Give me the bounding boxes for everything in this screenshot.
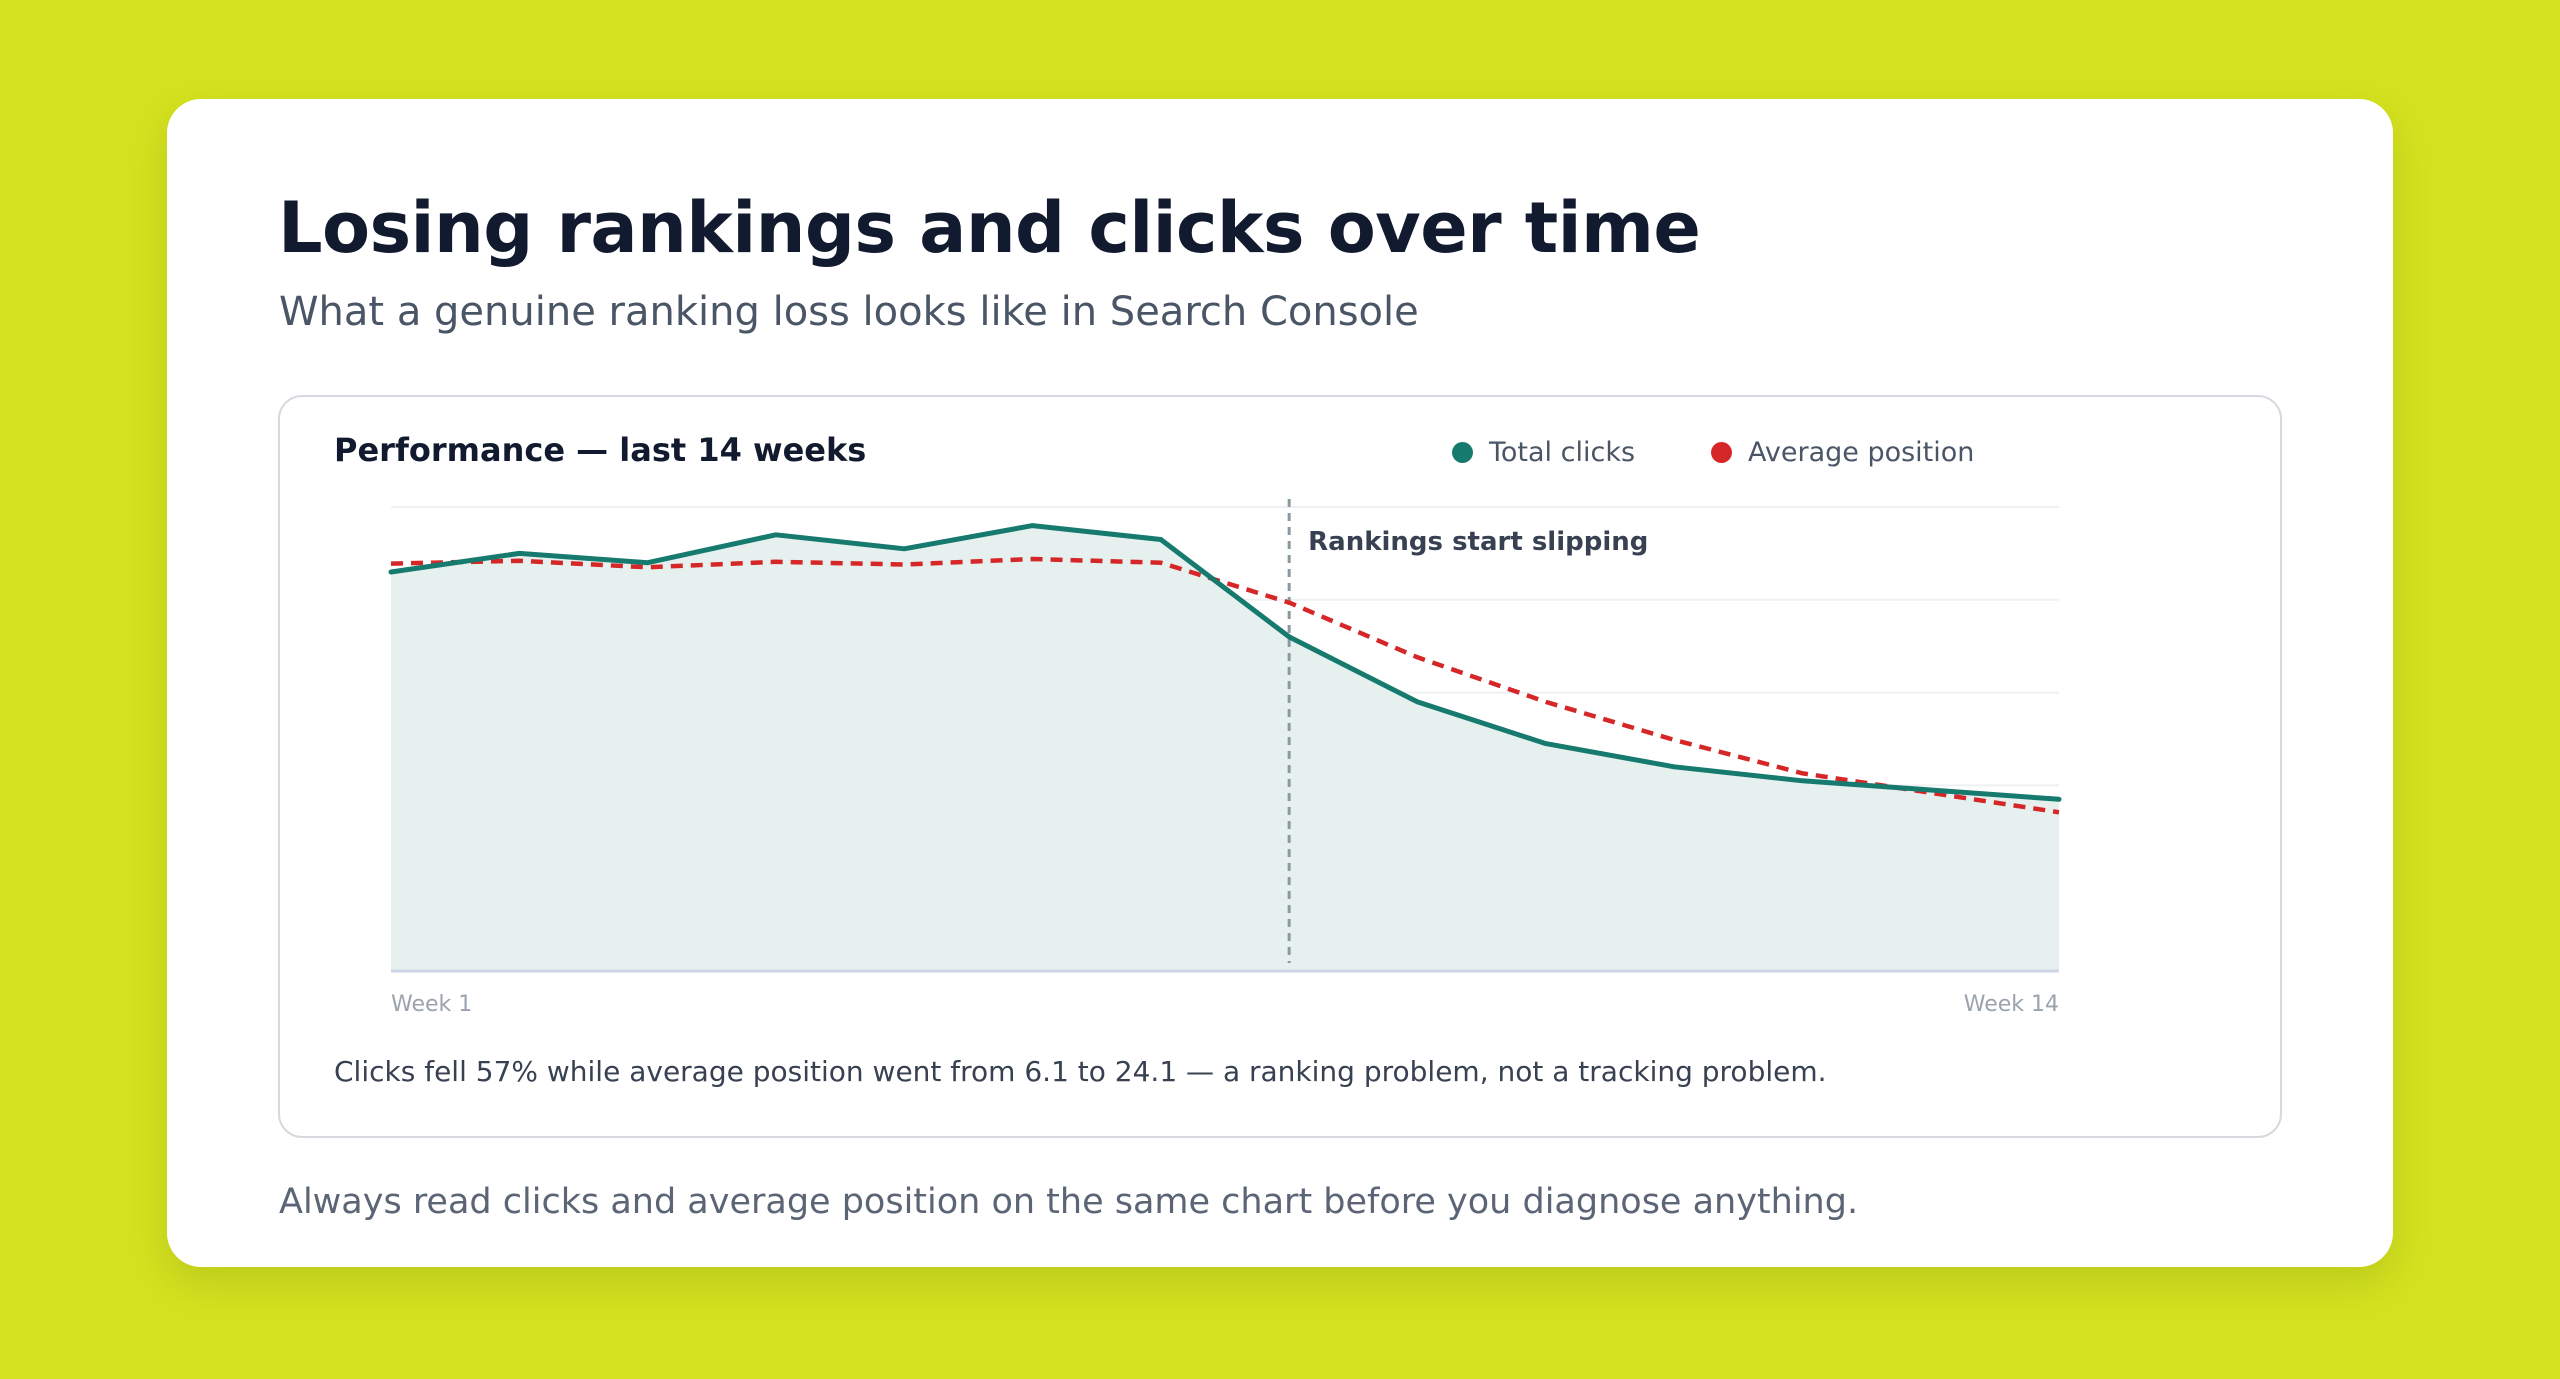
x-tick-label-last: Week 14 (1964, 992, 2059, 1017)
page-subtitle: What a genuine ranking loss looks like i… (279, 289, 1419, 335)
annotation-label: Rankings start slipping (1308, 527, 1648, 557)
x-tick-label-first: Week 1 (391, 992, 472, 1017)
series-line-average-position (390, 556, 2060, 815)
legend-label-position: Average position (1748, 437, 1975, 468)
legend-dot-position (1711, 442, 1732, 463)
series-line-total-clicks (388, 523, 2062, 802)
chart-plot: Rankings start slipping Week 1 Week 14 (388, 499, 2062, 1017)
legend-dot-clicks (1452, 442, 1473, 463)
legend-label-clicks: Total clicks (1489, 437, 1636, 468)
series-area-total-clicks (391, 525, 2059, 971)
footer-note: Always read clicks and average position … (279, 1182, 1859, 1222)
page-title: Losing rankings and clicks over time (278, 187, 1701, 269)
chart-caption: Clicks fell 57% while average position w… (334, 1055, 1827, 1088)
legend-item-average-position: Average position (1711, 437, 1974, 468)
chart-title: Performance — last 14 weeks (334, 431, 867, 469)
chart-panel: Performance — last 14 weeks Total clicks… (278, 395, 2282, 1138)
card: Losing rankings and clicks over time Wha… (167, 99, 2393, 1267)
legend-item-total-clicks: Total clicks (1452, 437, 1635, 468)
